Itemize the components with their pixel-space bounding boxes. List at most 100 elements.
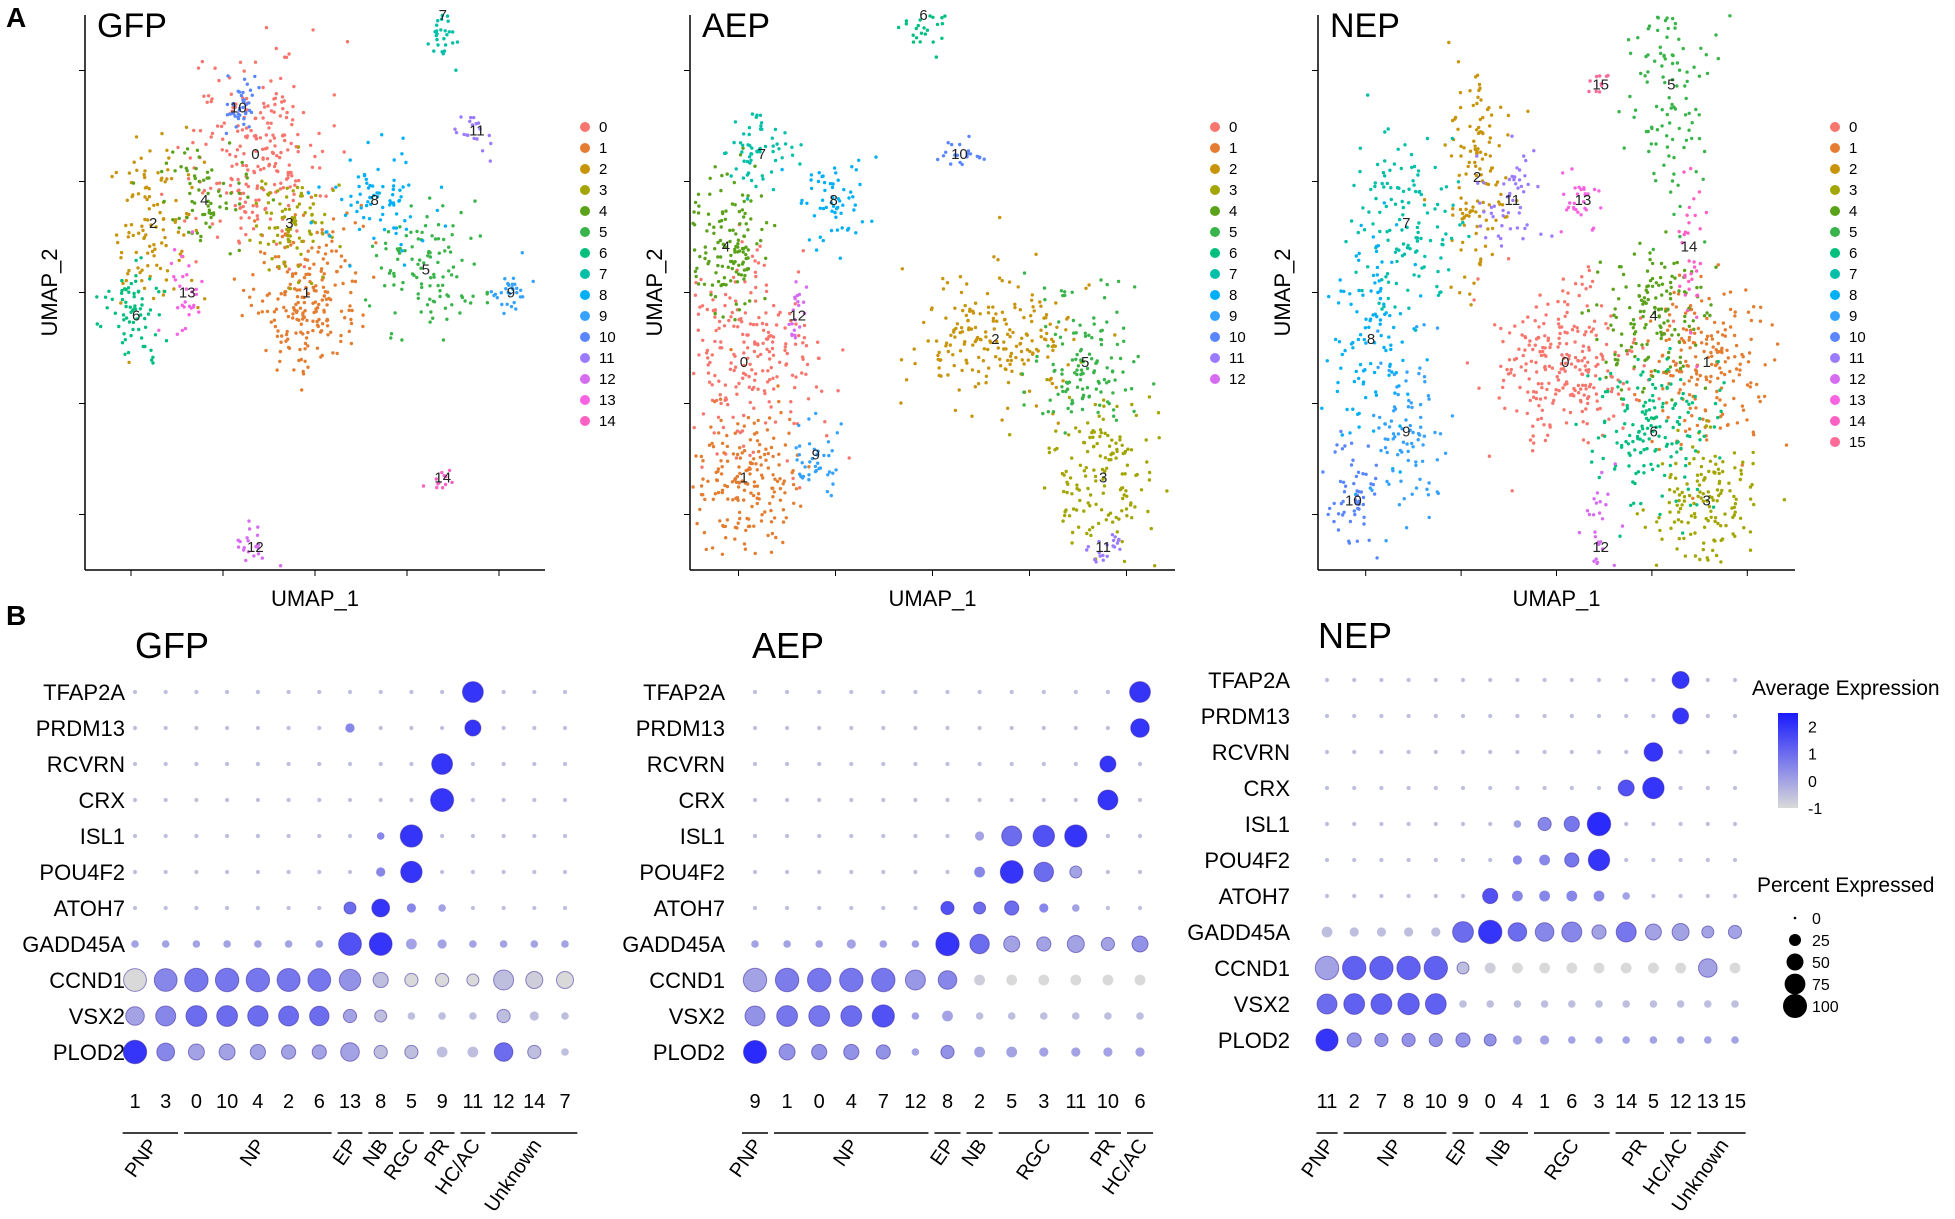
umap-point — [701, 493, 705, 497]
umap-point — [1348, 292, 1352, 296]
umap-point — [257, 85, 261, 90]
umap-point — [732, 368, 736, 373]
umap-point — [802, 311, 807, 316]
umap-point — [252, 134, 257, 138]
umap-point — [733, 537, 737, 541]
umap-point — [317, 131, 321, 136]
umap-point — [1421, 443, 1425, 447]
umap-point — [1069, 410, 1074, 414]
umap-point — [1522, 190, 1526, 194]
umap-point — [225, 102, 230, 107]
umap-point — [347, 308, 351, 312]
umap-point — [308, 143, 313, 147]
umap-point — [1504, 176, 1508, 180]
umap-point — [717, 319, 722, 324]
umap-point — [1575, 326, 1579, 330]
umap-point — [1506, 113, 1511, 118]
umap-point — [1744, 288, 1748, 292]
umap-point — [1668, 463, 1673, 468]
umap-point — [1626, 442, 1631, 446]
umap-point — [1115, 449, 1119, 454]
umap-point — [729, 253, 733, 258]
umap-point — [1524, 368, 1528, 373]
umap-point — [794, 280, 798, 284]
umap-point — [1326, 512, 1330, 517]
umap-legend-swatch — [1830, 395, 1840, 405]
umap-point — [860, 220, 865, 224]
dotplot-dot — [1433, 857, 1438, 863]
umap-point — [704, 547, 708, 552]
umap-point — [425, 215, 429, 219]
dotplot-dot — [942, 1010, 953, 1022]
umap-point — [1401, 205, 1406, 210]
umap-point — [1047, 450, 1052, 455]
umap-point — [743, 547, 748, 551]
umap-point — [1102, 404, 1106, 408]
umap-point — [1488, 169, 1493, 173]
umap-point — [764, 283, 769, 287]
dotplot-title: NEP — [1318, 615, 1392, 656]
umap-point — [1093, 402, 1098, 407]
dotplot-dot — [1513, 1000, 1522, 1008]
dotplot-gene-label: CCND1 — [649, 968, 725, 993]
umap-point — [238, 197, 242, 201]
umap-point — [436, 237, 441, 241]
umap-cluster-12 — [787, 280, 809, 340]
umap-legend-label: 11 — [599, 350, 615, 367]
umap-point — [732, 180, 736, 185]
umap-point — [397, 198, 402, 203]
umap-point — [743, 280, 747, 284]
umap-point — [120, 297, 125, 302]
umap-point — [1733, 510, 1737, 514]
umap-point — [1599, 540, 1603, 544]
umap-point — [266, 121, 270, 125]
umap-point — [1362, 522, 1366, 526]
umap-point — [1389, 197, 1394, 202]
umap-point — [831, 204, 836, 208]
umap-point — [210, 131, 215, 136]
umap-point — [1647, 408, 1652, 412]
umap-point — [1556, 317, 1561, 321]
umap-point — [148, 244, 152, 248]
dotplot-dot — [440, 833, 445, 839]
umap-point — [946, 349, 950, 354]
dotplot-dot — [1537, 816, 1552, 832]
umap-cluster-label: 4 — [1649, 308, 1657, 325]
umap-point — [439, 28, 443, 32]
dotplot-dot — [216, 1005, 239, 1027]
umap-point — [1370, 488, 1374, 492]
umap-point — [1653, 59, 1657, 63]
umap-point — [1682, 268, 1687, 273]
umap-point — [253, 74, 257, 79]
umap-point — [748, 322, 753, 326]
umap-point — [1634, 471, 1638, 476]
umap-point — [1679, 348, 1683, 352]
umap-point — [1711, 498, 1715, 502]
umap-point — [1684, 359, 1688, 364]
umap-point — [1699, 46, 1703, 50]
umap-point — [280, 209, 285, 213]
umap-point — [320, 322, 325, 326]
umap-point — [210, 168, 214, 172]
umap-point — [389, 332, 394, 336]
umap-legend-label: 4 — [599, 203, 607, 220]
umap-point — [1406, 243, 1410, 248]
dotplot-gene-label: RCVRN — [647, 752, 725, 777]
umap-point — [1419, 425, 1423, 429]
umap-cluster-15 — [1587, 73, 1610, 94]
umap-point — [929, 307, 934, 312]
umap-point — [991, 319, 995, 323]
umap-point — [1587, 89, 1591, 94]
umap-point — [709, 290, 713, 294]
umap-point — [750, 504, 754, 509]
umap-point — [738, 222, 742, 226]
umap-point — [1071, 318, 1076, 323]
umap-point — [1662, 473, 1667, 478]
umap-point — [499, 291, 503, 295]
umap-point — [1697, 74, 1702, 78]
umap-point — [169, 176, 174, 181]
umap-cluster-label: 5 — [1667, 76, 1675, 93]
umap-point — [1659, 307, 1664, 311]
umap-point — [146, 218, 150, 222]
umap-point — [789, 400, 793, 404]
